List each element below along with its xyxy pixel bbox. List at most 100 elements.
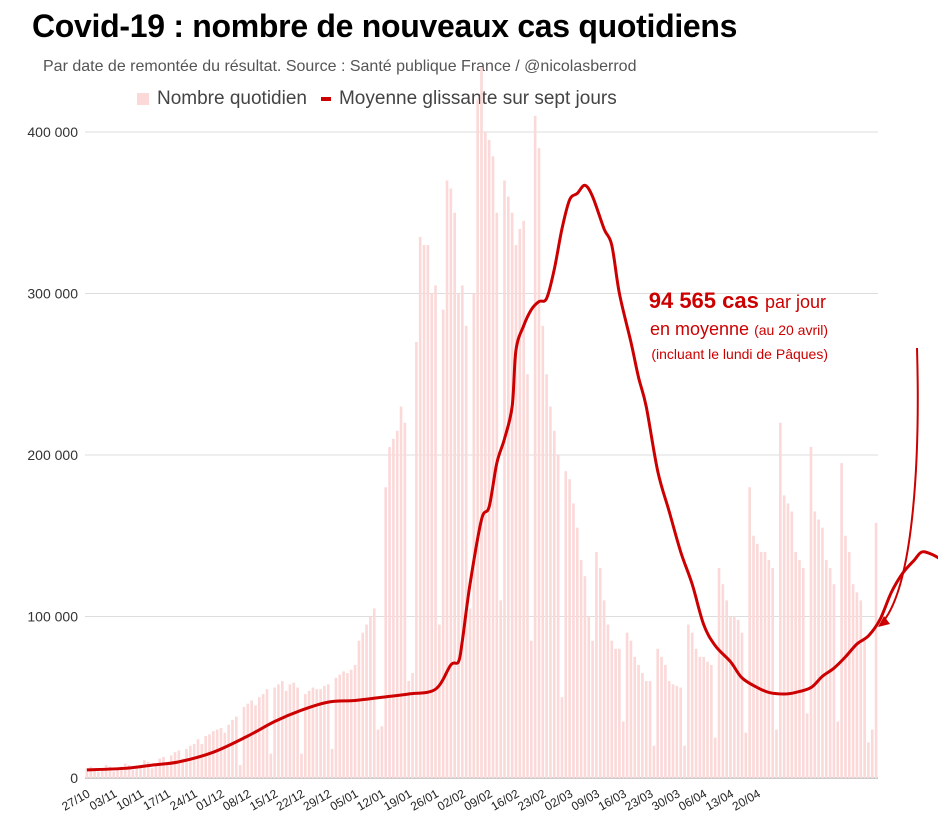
bar: [552, 430, 556, 778]
bar: [112, 771, 116, 778]
bar: [683, 745, 686, 778]
annotation-line-2: en moyenne (au 20 avril): [650, 319, 828, 340]
bar: [127, 765, 131, 778]
bar: [710, 664, 713, 778]
bar: [200, 744, 204, 778]
x-axis-ticks: 27/1003/1110/1117/1124/1101/1208/1215/12…: [59, 786, 763, 813]
annotation-arrow: [878, 347, 919, 627]
bar: [353, 664, 357, 778]
bar: [828, 568, 832, 778]
bar: [713, 737, 717, 778]
bar: [376, 729, 380, 778]
bar: [380, 726, 384, 778]
bar: [817, 519, 820, 778]
bar: [250, 700, 253, 778]
bar: [265, 689, 269, 778]
annotation-arrow-path: [879, 347, 919, 626]
bar: [438, 624, 441, 778]
bar: [392, 438, 395, 778]
bar: [307, 690, 311, 778]
bar: [778, 422, 782, 778]
annotation-per-day: par jour: [764, 292, 826, 312]
bar: [323, 685, 326, 778]
bar: [759, 551, 763, 778]
bar: [89, 766, 93, 778]
bar: [204, 736, 207, 778]
bar: [403, 422, 407, 778]
bar: [464, 325, 468, 778]
bar: [227, 724, 230, 778]
bar: [162, 757, 165, 778]
bar: [192, 744, 196, 778]
y-axis-ticks: 0 100 000 200 000 300 000 400 000: [27, 124, 78, 786]
bar: [330, 748, 334, 778]
y-tick-label: 100 000: [27, 609, 78, 625]
bar: [280, 681, 284, 778]
bar: [874, 522, 878, 778]
bar: [794, 551, 797, 778]
bar: [740, 632, 744, 778]
bar: [694, 648, 698, 778]
bar: [721, 584, 725, 778]
bar: [415, 341, 418, 778]
annotation-line-1: 94 565 cas par jour: [649, 288, 826, 314]
bar: [801, 568, 805, 778]
bar: [621, 721, 625, 778]
bar: [357, 640, 361, 778]
bar: [587, 616, 591, 778]
bar: [832, 584, 836, 778]
bar: [629, 640, 633, 778]
legend-line-swatch: [320, 97, 331, 101]
bar: [809, 446, 813, 778]
bar: [679, 687, 683, 778]
bar: [491, 156, 495, 779]
y-tick-label: 0: [70, 770, 78, 786]
bar: [813, 511, 817, 778]
bar: [698, 656, 702, 778]
bar: [158, 758, 162, 778]
bar: [671, 684, 675, 778]
bar: [311, 687, 315, 778]
bar: [338, 674, 342, 778]
bar: [790, 511, 794, 778]
bar: [637, 664, 640, 778]
bar: [93, 769, 96, 778]
bar: [116, 768, 119, 778]
bar: [384, 487, 388, 778]
bar: [123, 763, 127, 778]
bar: [583, 576, 587, 778]
bar: [545, 374, 548, 778]
bar: [568, 479, 571, 778]
bar: [100, 768, 104, 778]
bar: [652, 745, 656, 778]
bar: [261, 694, 265, 778]
bar: [648, 681, 652, 778]
bar: [656, 648, 660, 778]
bar: [85, 768, 89, 778]
bar: [407, 681, 411, 778]
annotation-date: (au 20 avril): [754, 322, 828, 338]
bar: [349, 669, 353, 778]
bar: [499, 600, 502, 778]
bar: [131, 769, 135, 778]
bar: [212, 731, 215, 778]
bar: [319, 689, 322, 778]
bar: [526, 374, 529, 778]
bar: [399, 406, 403, 778]
bar: [855, 592, 859, 778]
bar: [453, 212, 456, 778]
bar: [173, 752, 177, 778]
bar: [752, 535, 755, 778]
bar: [514, 245, 518, 779]
bar: [361, 632, 365, 778]
bar: [185, 748, 188, 778]
bar: [529, 640, 533, 778]
bar: [733, 616, 736, 778]
bar: [166, 761, 169, 778]
bar: [422, 245, 426, 779]
bar: [606, 624, 610, 778]
bar: [549, 406, 552, 778]
bar: [633, 656, 637, 778]
bar: [579, 559, 583, 778]
bar: [767, 559, 771, 778]
